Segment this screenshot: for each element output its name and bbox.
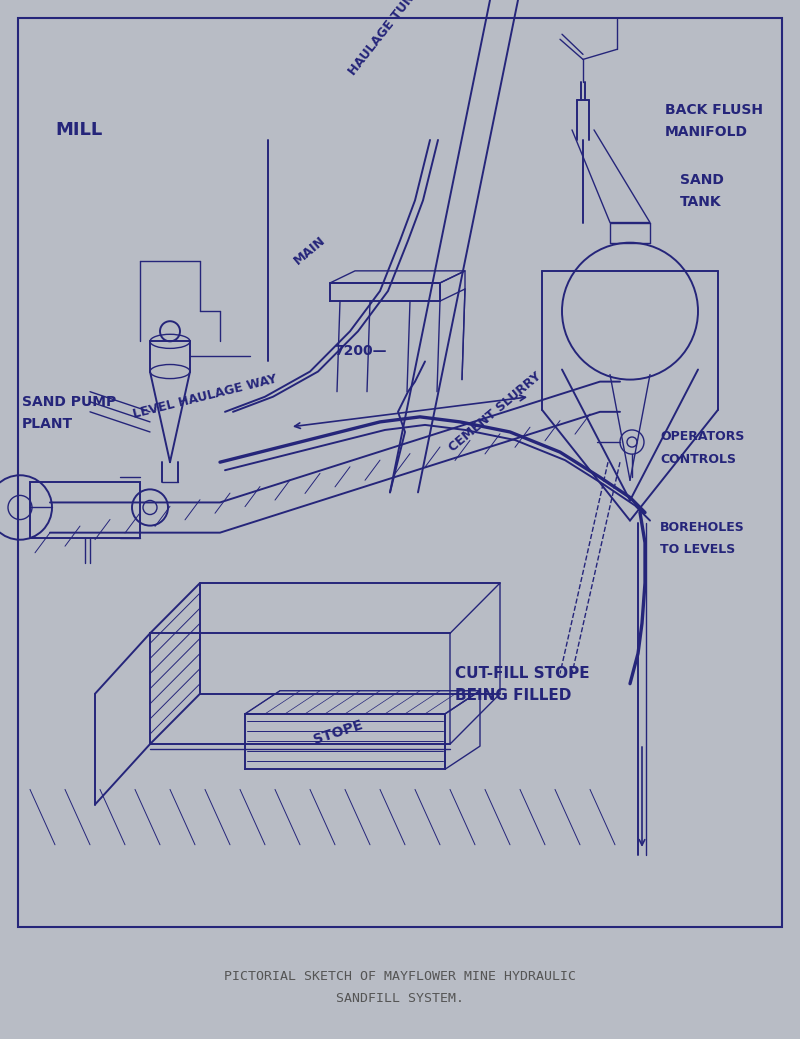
Text: CUT-FILL STOPE: CUT-FILL STOPE xyxy=(455,666,590,682)
Text: MILL: MILL xyxy=(55,121,102,139)
Text: PLANT: PLANT xyxy=(22,417,73,431)
Text: BOREHOLES: BOREHOLES xyxy=(660,522,745,534)
Text: LEVEL HAULAGE WAY: LEVEL HAULAGE WAY xyxy=(132,373,278,421)
Text: TANK: TANK xyxy=(680,195,722,210)
Text: SAND PUMP: SAND PUMP xyxy=(22,395,116,408)
Bar xyxy=(30,482,140,538)
Text: CONTROLS: CONTROLS xyxy=(660,453,736,465)
Text: TO LEVELS: TO LEVELS xyxy=(660,543,735,556)
Text: MAIN: MAIN xyxy=(292,234,328,268)
Text: SANDFILL SYSTEM.: SANDFILL SYSTEM. xyxy=(336,992,464,1006)
Text: STOPE: STOPE xyxy=(311,718,365,747)
Text: 7200—: 7200— xyxy=(334,344,386,358)
Text: BACK FLUSH: BACK FLUSH xyxy=(665,103,763,116)
Text: CEMENT SLURRY: CEMENT SLURRY xyxy=(446,370,544,454)
Text: PICTORIAL SKETCH OF MAYFLOWER MINE HYDRAULIC: PICTORIAL SKETCH OF MAYFLOWER MINE HYDRA… xyxy=(224,970,576,983)
Text: SAND: SAND xyxy=(680,174,724,187)
Text: OPERATORS: OPERATORS xyxy=(660,430,744,444)
Text: MANIFOLD: MANIFOLD xyxy=(665,125,748,139)
Text: HAULAGE TUNNEL: HAULAGE TUNNEL xyxy=(346,0,434,78)
Text: BEING FILLED: BEING FILLED xyxy=(455,688,571,703)
